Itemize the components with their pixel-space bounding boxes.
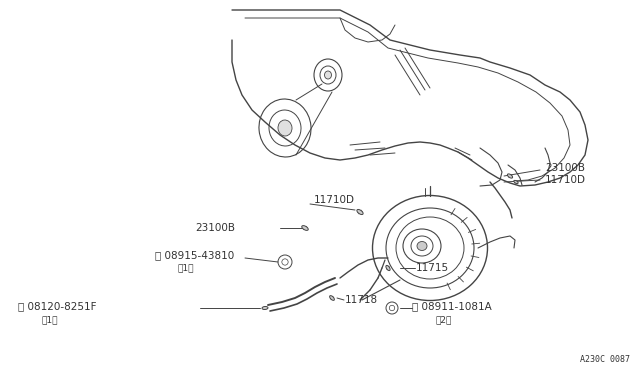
Text: （1）: （1） (178, 263, 195, 273)
Text: （1）: （1） (42, 315, 58, 324)
Ellipse shape (386, 265, 390, 270)
Text: 23100B: 23100B (545, 163, 585, 173)
Ellipse shape (278, 120, 292, 136)
Text: 11710D: 11710D (545, 175, 586, 185)
Text: 11715: 11715 (416, 263, 449, 273)
Ellipse shape (357, 209, 363, 215)
Ellipse shape (262, 307, 268, 310)
Text: 11718: 11718 (345, 295, 378, 305)
Text: （2）: （2） (435, 315, 451, 324)
Text: Ⓑ 08120-8251F: Ⓑ 08120-8251F (18, 301, 97, 311)
Text: A230C 0087: A230C 0087 (580, 355, 630, 364)
Text: 23100B: 23100B (195, 223, 235, 233)
Ellipse shape (324, 71, 332, 79)
Ellipse shape (417, 241, 427, 250)
Text: Ⓥ 08915-43810: Ⓥ 08915-43810 (155, 250, 234, 260)
Ellipse shape (508, 174, 513, 178)
Text: 11710D: 11710D (314, 195, 355, 205)
Ellipse shape (330, 296, 334, 300)
Ellipse shape (301, 226, 308, 230)
Text: Ⓝ 08911-1081A: Ⓝ 08911-1081A (412, 301, 492, 311)
Ellipse shape (514, 180, 518, 184)
